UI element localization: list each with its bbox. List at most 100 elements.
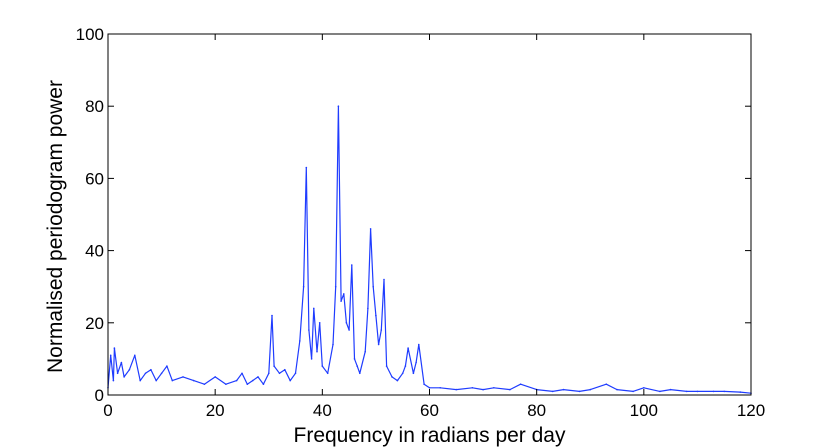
data-point (273, 365, 275, 367)
data-point (369, 228, 372, 230)
y-tick-label: 60 (85, 169, 104, 188)
x-tick-label: 0 (103, 401, 112, 420)
data-point (139, 379, 141, 382)
data-point (337, 105, 340, 107)
y-tick-label: 40 (85, 242, 104, 261)
data-point (343, 293, 345, 295)
data-point (359, 372, 361, 375)
data-point (334, 285, 337, 288)
series-line-0 (107, 105, 752, 394)
data-point (404, 365, 407, 367)
data-point (739, 391, 742, 393)
series-layer (107, 105, 752, 395)
data-point (128, 368, 131, 371)
data-point (391, 376, 393, 378)
data-point (377, 343, 380, 346)
data-point (723, 390, 725, 393)
data-point (318, 322, 321, 324)
y-tick-label: 20 (85, 314, 104, 333)
data-point (616, 388, 618, 391)
data-point (562, 388, 565, 391)
x-tick-label: 60 (420, 401, 439, 420)
data-point (348, 329, 350, 331)
data-point (134, 354, 136, 357)
data-point (415, 361, 417, 364)
data-point (632, 390, 634, 393)
y-tick-label: 0 (95, 386, 104, 405)
data-point (428, 387, 431, 389)
data-point (439, 387, 442, 389)
x-tick-label: 20 (206, 401, 225, 420)
data-point (385, 365, 388, 367)
data-point (396, 379, 399, 382)
data-point (155, 379, 157, 382)
data-point (310, 358, 313, 360)
data-point (116, 372, 119, 375)
data-point (326, 372, 329, 375)
data-point (251, 379, 254, 382)
data-point (192, 379, 195, 382)
data-point (418, 343, 420, 346)
data-point (589, 388, 592, 391)
x-tick-label: 40 (313, 401, 332, 420)
data-point (509, 388, 511, 391)
data-point (299, 340, 301, 342)
data-point (235, 379, 238, 382)
data-point (375, 314, 377, 317)
data-point (380, 329, 383, 331)
data-point (225, 383, 227, 386)
data-point (340, 300, 342, 302)
data-point (214, 376, 216, 378)
data-point (262, 383, 265, 386)
data-point (351, 264, 353, 266)
data-point (367, 307, 369, 310)
data-point (712, 390, 715, 393)
y-tick-label: 100 (76, 25, 104, 44)
y-tick-label: 80 (85, 97, 104, 116)
data-point (246, 383, 249, 386)
data-point (353, 358, 356, 360)
data-point (271, 314, 273, 317)
data-point (578, 390, 581, 393)
data-point (605, 383, 608, 386)
data-point (305, 166, 308, 169)
data-point (308, 329, 310, 331)
data-point (203, 383, 206, 386)
data-point (332, 343, 334, 346)
data-point (423, 383, 425, 386)
data-point (284, 368, 286, 371)
data-point (289, 379, 292, 382)
data-point (257, 376, 259, 378)
data-point (356, 365, 359, 367)
data-point (316, 350, 318, 353)
data-point (551, 390, 554, 393)
data-point (372, 285, 375, 288)
data-point (182, 376, 184, 378)
x-tick-label: 100 (630, 401, 658, 420)
data-point (345, 322, 348, 324)
x-tick-label: 80 (527, 401, 546, 420)
x-axis-label: Frequency in radians per day (294, 424, 566, 447)
y-axis-label: Normalised periodogram power (44, 80, 67, 373)
data-point (407, 347, 409, 349)
data-point (150, 368, 152, 371)
data-point (401, 372, 404, 375)
data-point (166, 365, 168, 367)
data-point (412, 372, 415, 375)
data-point (112, 379, 115, 382)
data-point (144, 372, 147, 375)
data-point (321, 365, 324, 367)
data-point (669, 388, 672, 391)
data-point (268, 372, 270, 375)
data-point (471, 387, 474, 389)
data-point (294, 372, 297, 375)
data-point (493, 387, 495, 389)
data-point (383, 278, 385, 281)
data-point (696, 390, 699, 393)
data-point (364, 350, 367, 353)
data-point (278, 372, 281, 375)
data-point (109, 354, 112, 357)
data-point (171, 379, 174, 382)
